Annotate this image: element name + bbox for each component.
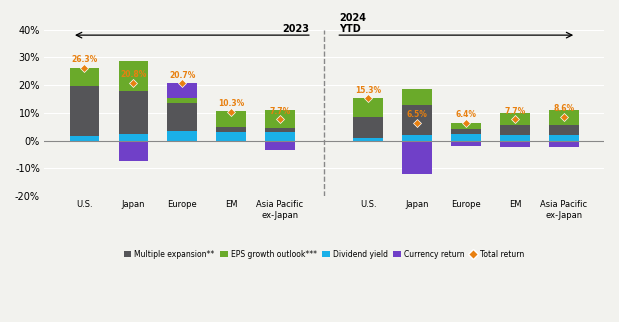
Bar bbox=[353, 117, 383, 138]
Bar bbox=[451, 129, 481, 134]
Bar bbox=[549, 125, 579, 135]
Bar bbox=[69, 136, 99, 141]
Bar bbox=[69, 68, 99, 86]
Bar bbox=[402, 89, 431, 105]
Bar bbox=[217, 111, 246, 127]
Bar bbox=[353, 138, 383, 141]
Text: 15.3%: 15.3% bbox=[355, 86, 381, 95]
Bar bbox=[500, 141, 530, 147]
Bar bbox=[217, 127, 246, 132]
Text: 10.3%: 10.3% bbox=[218, 99, 245, 109]
Bar bbox=[168, 103, 197, 131]
Bar bbox=[119, 134, 148, 141]
Bar bbox=[402, 141, 431, 174]
Legend: Multiple expansion**, EPS growth outlook***, Dividend yield, Currency return, To: Multiple expansion**, EPS growth outlook… bbox=[121, 247, 527, 262]
Bar bbox=[119, 62, 148, 90]
Bar bbox=[500, 135, 530, 141]
Bar bbox=[69, 86, 99, 136]
Text: 20.8%: 20.8% bbox=[120, 70, 147, 79]
Bar bbox=[549, 135, 579, 141]
Bar bbox=[119, 90, 148, 134]
Bar bbox=[451, 134, 481, 141]
Bar bbox=[549, 141, 579, 147]
Bar bbox=[451, 123, 481, 129]
Bar bbox=[119, 141, 148, 161]
Bar bbox=[217, 132, 246, 141]
Bar bbox=[500, 113, 530, 125]
Bar bbox=[549, 110, 579, 125]
Bar bbox=[266, 141, 295, 150]
Bar bbox=[500, 125, 530, 135]
Bar bbox=[353, 98, 383, 117]
Text: 2023: 2023 bbox=[282, 24, 310, 34]
Text: 26.3%: 26.3% bbox=[71, 55, 97, 64]
Bar bbox=[168, 131, 197, 141]
Bar bbox=[402, 105, 431, 135]
Text: 6.4%: 6.4% bbox=[456, 110, 477, 119]
Text: 2024
YTD: 2024 YTD bbox=[339, 13, 366, 34]
Bar bbox=[266, 128, 295, 132]
Bar bbox=[402, 135, 431, 141]
Bar bbox=[266, 110, 295, 128]
Bar bbox=[168, 98, 197, 103]
Bar bbox=[451, 141, 481, 147]
Text: 20.7%: 20.7% bbox=[169, 71, 196, 80]
Text: 7.7%: 7.7% bbox=[504, 107, 526, 116]
Bar bbox=[266, 132, 295, 141]
Bar bbox=[168, 83, 197, 98]
Text: 6.5%: 6.5% bbox=[407, 110, 428, 119]
Text: 7.7%: 7.7% bbox=[269, 107, 291, 116]
Text: 8.6%: 8.6% bbox=[553, 104, 574, 113]
